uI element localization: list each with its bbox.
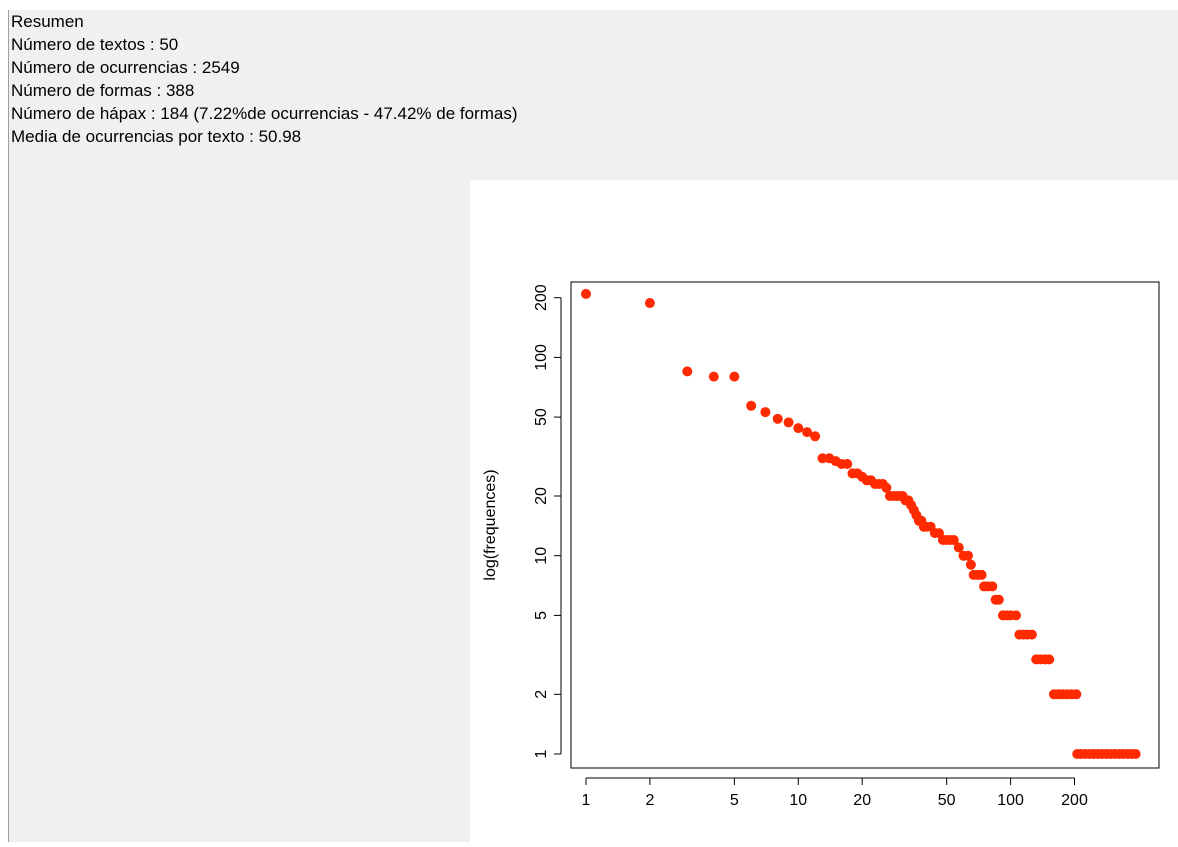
- data-point: [953, 542, 964, 553]
- y-tick-label: 5: [533, 611, 550, 620]
- x-tick-label: 10: [789, 792, 807, 809]
- data-point: [760, 407, 771, 418]
- x-tick-label: 1: [582, 792, 591, 809]
- y-axis-label: log(frequences): [482, 469, 499, 580]
- x-tick-label: 2: [645, 792, 654, 809]
- data-point: [746, 400, 757, 411]
- x-tick-label: 200: [1061, 792, 1088, 809]
- data-point: [842, 459, 853, 470]
- data-points: [580, 288, 1141, 760]
- data-point: [1044, 654, 1055, 665]
- data-point: [948, 534, 959, 545]
- x-tick-label: 100: [997, 792, 1024, 809]
- y-tick-label: 50: [533, 408, 550, 426]
- y-tick-label: 100: [533, 344, 550, 371]
- y-tick-label: 20: [533, 487, 550, 505]
- x-tick-label: 5: [730, 792, 739, 809]
- summary-text: Resumen Número de textos : 50 Número de …: [11, 10, 518, 148]
- summary-line-hapax: Número de hápax : 184 (7.22%de ocurrenci…: [11, 104, 518, 123]
- data-point: [976, 569, 987, 580]
- data-point: [993, 594, 1004, 605]
- plot-frame: [570, 281, 1160, 769]
- data-point: [987, 581, 998, 592]
- data-point: [708, 371, 719, 382]
- data-point: [810, 431, 821, 442]
- data-point: [729, 371, 740, 382]
- y-tick-label: 1: [533, 749, 550, 758]
- data-point: [1010, 610, 1021, 621]
- data-point: [772, 413, 783, 424]
- summary-line-forms: Número de formas : 388: [11, 81, 195, 100]
- data-point: [793, 423, 804, 434]
- x-axis: 1 2 5 10 20 50 100 200: [582, 777, 1088, 809]
- y-tick-label: 2: [533, 690, 550, 699]
- data-point: [1130, 749, 1141, 760]
- data-point: [580, 288, 591, 299]
- summary-line-texts: Número de textos : 50: [11, 35, 179, 54]
- data-point: [1026, 629, 1037, 640]
- y-tick-label: 10: [533, 547, 550, 565]
- summary-title: Resumen: [11, 12, 84, 31]
- x-tick-label: 50: [938, 792, 956, 809]
- data-point: [802, 427, 813, 438]
- x-tick-label: 20: [853, 792, 871, 809]
- y-tick-label: 200: [533, 284, 550, 311]
- summary-line-occurrences: Número de ocurrencias : 2549: [11, 58, 240, 77]
- data-point: [783, 417, 794, 428]
- data-point: [881, 482, 892, 493]
- y-axis: 1 2 5 10 20 50 100 200: [533, 284, 562, 758]
- zipf-scatter-chart: 1 2 5 10 20 50 100 200 1 2 5 10 20 50 100 200 log(freq…: [482, 281, 1160, 809]
- data-point: [965, 559, 976, 570]
- plot-area: 1 2 5 10 20 50 100 200 1 2 5 10 20 50 100 200 log(freq…: [470, 180, 1178, 842]
- data-point: [817, 453, 828, 464]
- data-point: [963, 550, 974, 561]
- summary-line-mean: Media de ocurrencias por texto : 50.98: [11, 127, 302, 146]
- data-point: [682, 366, 693, 377]
- data-point: [644, 298, 655, 309]
- data-point: [1071, 689, 1082, 700]
